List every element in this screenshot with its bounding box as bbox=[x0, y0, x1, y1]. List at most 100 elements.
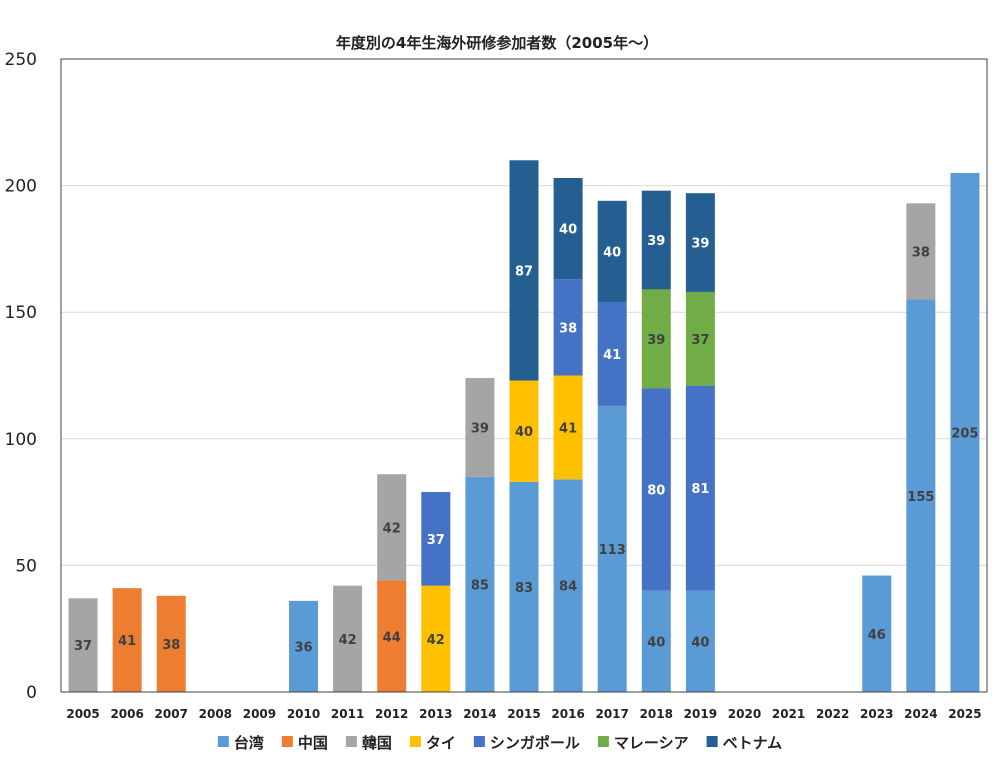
legend-label: シンガポール bbox=[490, 734, 580, 752]
x-tick-label: 2014 bbox=[463, 707, 496, 721]
x-tick-label: 2008 bbox=[199, 707, 232, 721]
bar-segment bbox=[377, 474, 407, 581]
data-label: 38 bbox=[559, 321, 577, 336]
bar-segment bbox=[465, 378, 495, 477]
data-label: 87 bbox=[515, 264, 533, 279]
bar-segment bbox=[377, 580, 407, 692]
bar-segment bbox=[289, 600, 319, 692]
legend-label: 台湾 bbox=[234, 734, 264, 752]
bars: 37 41 38 36 42 44 42 42 37 85 39 83 40 87 84 41 38 40 113 4… bbox=[68, 160, 980, 692]
data-label: 42 bbox=[427, 633, 445, 648]
x-tick-label: 2025 bbox=[948, 707, 981, 721]
legend-item: 台湾 bbox=[217, 734, 264, 752]
x-tick-label: 2006 bbox=[110, 707, 143, 721]
bar-segment bbox=[685, 291, 715, 386]
data-label: 39 bbox=[647, 234, 665, 249]
bar-segment bbox=[465, 476, 495, 692]
data-label: 81 bbox=[691, 482, 709, 497]
legend-swatch bbox=[473, 736, 485, 747]
legend-label: 中国 bbox=[298, 734, 328, 752]
y-tick-label: 0 bbox=[26, 683, 37, 703]
data-label: 37 bbox=[74, 639, 92, 654]
bar-segment bbox=[685, 385, 715, 591]
bar-segment bbox=[906, 203, 936, 300]
data-label: 80 bbox=[647, 483, 665, 498]
bar-segment bbox=[906, 299, 936, 692]
x-tick-label: 2019 bbox=[684, 707, 717, 721]
x-tick-label: 2023 bbox=[860, 707, 893, 721]
x-tick-label: 2022 bbox=[816, 707, 849, 721]
data-label: 205 bbox=[951, 426, 978, 441]
x-tick-label: 2021 bbox=[772, 707, 805, 721]
bar-segment bbox=[641, 289, 671, 389]
legend-swatch bbox=[217, 736, 229, 747]
data-label: 42 bbox=[339, 633, 357, 648]
data-label: 37 bbox=[427, 533, 445, 548]
bar-segment bbox=[333, 585, 363, 692]
bar-segment bbox=[862, 575, 892, 692]
data-label: 83 bbox=[515, 581, 533, 596]
chart-title: 年度別の4年生海外研修参加者数（2005年〜） bbox=[336, 34, 658, 52]
y-tick-label: 150 bbox=[5, 303, 37, 323]
x-tick-label: 2010 bbox=[287, 707, 320, 721]
data-label: 85 bbox=[471, 578, 489, 593]
bar-segment bbox=[597, 302, 627, 406]
bar-segment bbox=[421, 491, 451, 586]
bar-segment bbox=[509, 380, 539, 482]
y-tick-label: 100 bbox=[5, 430, 37, 450]
data-label: 38 bbox=[162, 638, 180, 653]
bar-segment bbox=[553, 375, 583, 480]
data-label: 42 bbox=[383, 521, 401, 536]
data-label: 41 bbox=[118, 634, 136, 649]
x-tick-label: 2016 bbox=[551, 707, 584, 721]
data-label: 46 bbox=[868, 628, 886, 643]
bar-segment bbox=[597, 405, 627, 692]
legend-swatch bbox=[597, 736, 609, 747]
bar-segment bbox=[641, 190, 671, 290]
bar-segment bbox=[685, 193, 715, 292]
data-label: 37 bbox=[691, 333, 709, 348]
legend-swatch bbox=[345, 736, 357, 747]
bar-segment bbox=[509, 160, 539, 381]
bar-segment bbox=[509, 481, 539, 692]
bar-segment bbox=[156, 595, 186, 692]
x-tick-label: 2009 bbox=[243, 707, 276, 721]
legend-item: シンガポール bbox=[473, 734, 580, 752]
x-tick-label: 2018 bbox=[640, 707, 673, 721]
legend-label: ベトナム bbox=[723, 734, 783, 752]
legend-item: タイ bbox=[409, 734, 456, 752]
data-label: 39 bbox=[471, 421, 489, 436]
x-tick-label: 2012 bbox=[375, 707, 408, 721]
bar-segment bbox=[112, 588, 142, 692]
legend-swatch bbox=[706, 736, 718, 747]
legend-swatch bbox=[281, 736, 293, 747]
data-label: 36 bbox=[294, 640, 312, 655]
legend-swatch bbox=[409, 736, 421, 747]
x-tick-label: 2007 bbox=[155, 707, 188, 721]
legend: 台湾 中国 韓国 タイ シンガポール マレーシア ベトナム bbox=[217, 734, 783, 752]
x-tick-label: 2013 bbox=[419, 707, 452, 721]
bar-segment bbox=[950, 172, 980, 692]
data-label: 40 bbox=[691, 635, 709, 650]
bar-segment bbox=[68, 598, 98, 692]
legend-label: タイ bbox=[426, 734, 456, 752]
data-label: 41 bbox=[603, 348, 621, 363]
x-tick-label: 2011 bbox=[331, 707, 364, 721]
data-label: 40 bbox=[559, 223, 577, 238]
y-tick-label: 250 bbox=[5, 50, 37, 70]
legend-label: マレーシア bbox=[614, 734, 689, 752]
data-label: 41 bbox=[559, 421, 577, 436]
legend-items: 台湾 中国 韓国 タイ シンガポール マレーシア ベトナム bbox=[217, 734, 783, 752]
bar-segment bbox=[553, 479, 583, 692]
legend-label: 韓国 bbox=[362, 734, 392, 752]
plot-frame bbox=[60, 58, 988, 693]
data-label: 84 bbox=[559, 580, 577, 595]
bar-segment bbox=[553, 279, 583, 376]
bar-segment bbox=[641, 590, 671, 692]
data-label: 44 bbox=[383, 630, 401, 645]
legend-item: 韓国 bbox=[345, 734, 392, 752]
data-label: 113 bbox=[599, 543, 626, 558]
x-tick-label: 2017 bbox=[595, 707, 628, 721]
data-label: 40 bbox=[603, 245, 621, 260]
